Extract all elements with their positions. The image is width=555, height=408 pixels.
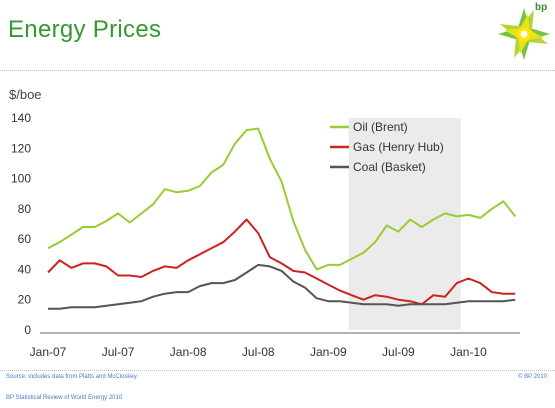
- legend-label: Gas (Henry Hub): [353, 140, 444, 154]
- x-tick-label: Jul-09: [382, 345, 415, 359]
- oil-line: [47, 127, 516, 271]
- y-tick-label: 20: [18, 293, 32, 307]
- y-tick-label: 120: [11, 141, 31, 155]
- footer-text: BP Statistical Review of World Energy 20…: [6, 395, 123, 401]
- x-tick-label: Jan-09: [310, 345, 347, 359]
- coal-line: [48, 263, 516, 310]
- source-note: Source: includes data from Platts and Mc…: [6, 374, 138, 380]
- y-tick-label: 40: [18, 262, 32, 276]
- header-divider: [0, 70, 555, 71]
- logo-text: bp: [535, 2, 548, 13]
- copyright-note: © BP 2010: [518, 374, 547, 380]
- gas-line: [47, 218, 516, 306]
- x-tick-label: Jan-07: [30, 345, 67, 359]
- energy-prices-chart: 0 20 40 60 80 100 120 140 Jan-07 Jul-07 Jan-08 Jul…: [9, 87, 520, 359]
- x-tick-label: Jan-08: [170, 345, 207, 359]
- y-tick-label: 0: [24, 323, 31, 337]
- y-tick-label: 100: [11, 172, 31, 186]
- x-tick-label: Jan-10: [450, 345, 487, 359]
- y-tick-label: 140: [11, 111, 31, 125]
- legend-label: Coal (Basket): [353, 160, 426, 174]
- chart-title: Energy Prices: [8, 16, 162, 43]
- x-tick-label: Jul-07: [102, 345, 135, 359]
- footer-divider: [0, 370, 555, 371]
- legend: Oil (Brent) Gas (Henry Hub) Coal (Basket): [330, 120, 444, 174]
- x-tick-label: Jul-08: [242, 345, 275, 359]
- y-axis-label: $/boe: [9, 87, 42, 102]
- bp-logo-icon: [498, 8, 550, 60]
- y-tick-label: 60: [18, 232, 32, 246]
- y-tick-label: 80: [18, 202, 32, 216]
- legend-label: Oil (Brent): [353, 120, 408, 134]
